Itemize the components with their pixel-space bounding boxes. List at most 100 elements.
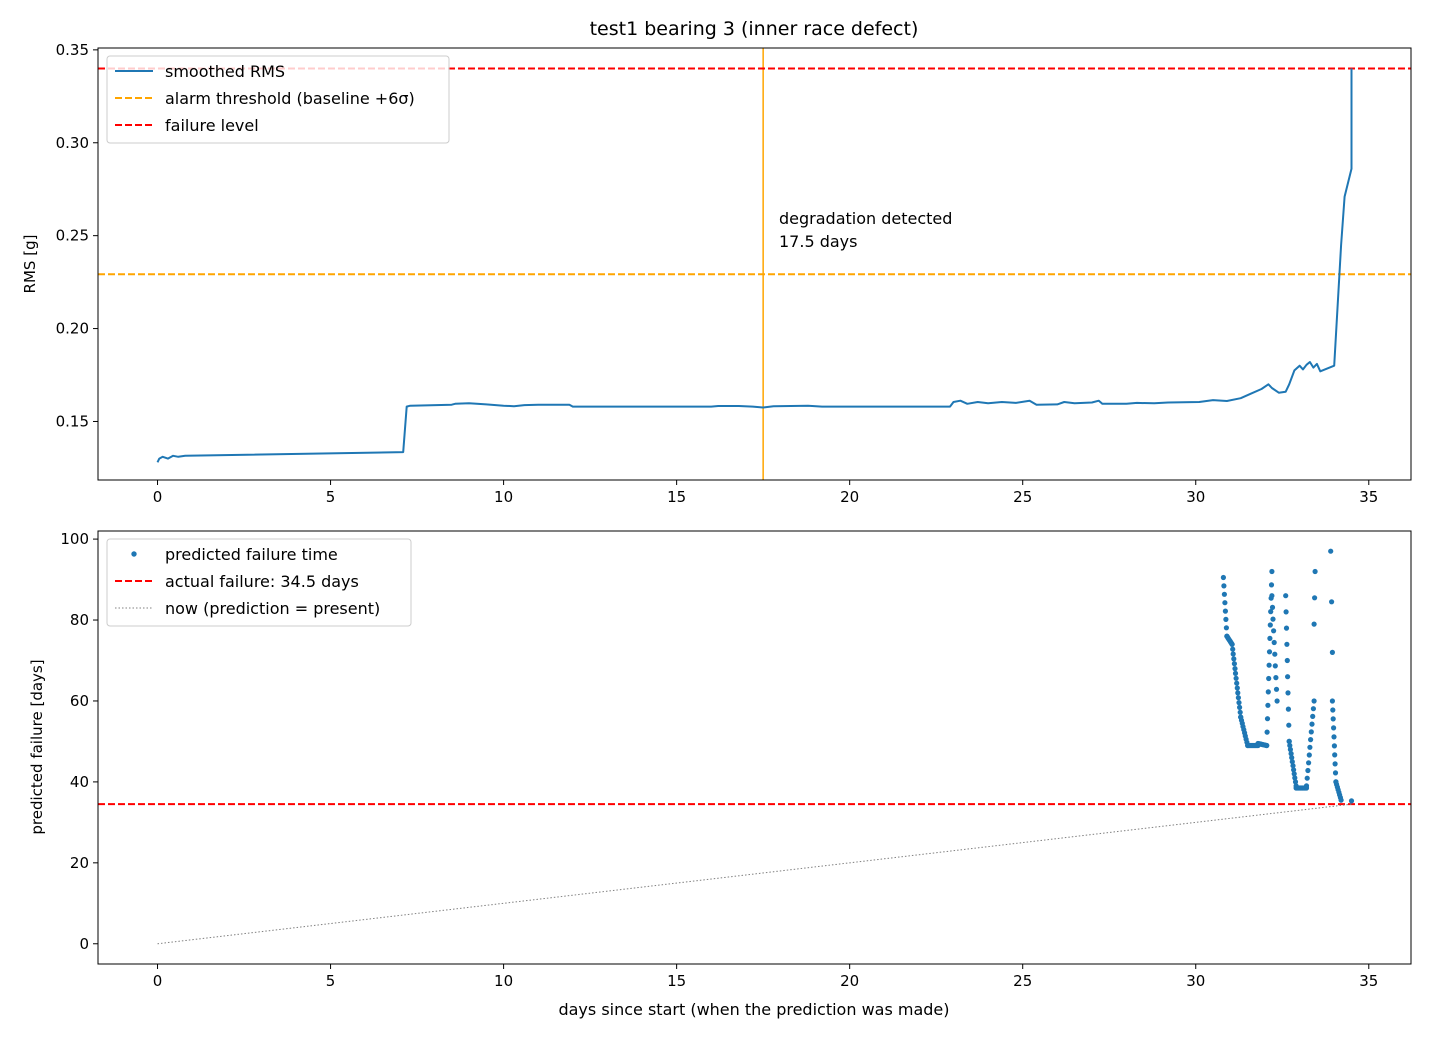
predicted-failure-point bbox=[1289, 755, 1295, 761]
predicted-failure-point bbox=[1312, 595, 1318, 601]
legend-swatch-predicted-failure bbox=[131, 551, 137, 557]
predicted-failure-point bbox=[1233, 675, 1239, 681]
predicted-failure-point bbox=[1332, 770, 1339, 776]
predicted-failure-point bbox=[1221, 591, 1227, 597]
predicted-failure-point bbox=[1328, 548, 1334, 554]
predicted-failure-point bbox=[1237, 704, 1243, 711]
predicted-failure-point bbox=[1221, 583, 1227, 589]
predicted-failure-point bbox=[1331, 734, 1337, 740]
predicted-failure-point bbox=[1284, 641, 1290, 647]
predicted-failure-point bbox=[1264, 742, 1270, 749]
predicted-failure-point bbox=[1268, 609, 1274, 615]
predicted-failure-point bbox=[1283, 609, 1289, 615]
predicted-failure-point bbox=[1287, 746, 1293, 753]
predicted-failure-point bbox=[1223, 625, 1229, 631]
rms-ytick-label: 0.20 bbox=[56, 320, 89, 338]
rms-ytick-label: 0.30 bbox=[56, 134, 89, 152]
prediction-xtick-label: 25 bbox=[1013, 972, 1032, 990]
predicted-failure-point bbox=[1235, 695, 1241, 701]
rms-xtick-label: 30 bbox=[1186, 488, 1205, 506]
prediction-ylabel: predicted failure [days] bbox=[28, 659, 46, 834]
predicted-failure-point bbox=[1231, 661, 1237, 667]
predicted-failure-point bbox=[1222, 608, 1228, 614]
predicted-failure-point bbox=[1220, 574, 1226, 581]
legend-label-alarm-threshold: alarm threshold (baseline +6σ) bbox=[165, 89, 415, 108]
predicted-failure-point bbox=[1292, 779, 1299, 785]
series-line-smoothed-rms bbox=[156, 68, 1353, 463]
predicted-failure-point bbox=[1232, 666, 1238, 672]
now-line bbox=[157, 803, 1352, 945]
predicted-failure-point bbox=[1329, 599, 1335, 605]
predicted-failure-point bbox=[1235, 690, 1241, 696]
predicted-failure-point bbox=[1264, 729, 1270, 735]
predicted-failure-point bbox=[1288, 751, 1294, 757]
rms-xtick-label: 20 bbox=[840, 488, 859, 506]
prediction-xtick-label: 5 bbox=[326, 972, 336, 990]
predicted-failure-point bbox=[1269, 593, 1275, 599]
prediction-xtick-label: 30 bbox=[1186, 972, 1205, 990]
rms-ytick-label: 0.25 bbox=[56, 227, 89, 245]
predicted-failure-point bbox=[1266, 662, 1272, 668]
predicted-failure-point bbox=[1285, 690, 1291, 696]
predicted-failure-point bbox=[1265, 702, 1271, 708]
predicted-failure-point bbox=[1269, 568, 1275, 575]
rms-plot-area bbox=[98, 48, 1411, 480]
predicted-failure-point bbox=[1287, 742, 1293, 749]
predicted-failure-point bbox=[1284, 657, 1290, 664]
predicted-failure-point bbox=[1269, 604, 1276, 611]
prediction-ytick-label: 40 bbox=[70, 773, 89, 791]
predicted-failure-point bbox=[1234, 680, 1240, 686]
rms-xtick-label: 10 bbox=[494, 488, 513, 506]
predicted-failure-point bbox=[1265, 689, 1271, 695]
predicted-failure-point bbox=[1338, 797, 1344, 803]
prediction-xtick-label: 35 bbox=[1359, 972, 1378, 990]
rms-annotation: degradation detected 17.5 days bbox=[779, 209, 952, 251]
predicted-failure-point bbox=[1291, 771, 1297, 777]
legend-label-failure-level: failure level bbox=[165, 116, 259, 135]
predicted-failure-point bbox=[1289, 759, 1295, 765]
rms-xtick-label: 0 bbox=[153, 488, 163, 506]
prediction-ytick-label: 80 bbox=[70, 611, 89, 629]
predicted-failure-point bbox=[1292, 775, 1298, 781]
rms-grid-and-marks: 0 5 10 15 20 25 30 35 0.15 0.20 0.25 0.30 0.35 bbox=[56, 41, 1411, 506]
predicted-failure-point bbox=[1270, 616, 1276, 622]
rms-legend-box bbox=[106, 55, 450, 144]
predicted-failure-point bbox=[1305, 767, 1311, 774]
predicted-failure-point bbox=[1232, 670, 1239, 677]
predicted-failure-point bbox=[1286, 722, 1292, 728]
predicted-failure-point bbox=[1310, 713, 1316, 720]
legend-label-predicted-failure: predicted failure time bbox=[165, 545, 338, 564]
predicted-failure-point bbox=[1237, 709, 1243, 715]
legend-label-now: now (prediction = present) bbox=[165, 599, 380, 618]
predicted-failure-point bbox=[1230, 651, 1236, 657]
rms-axes-frame bbox=[97, 47, 1412, 481]
predicted-failure-point bbox=[1330, 707, 1336, 713]
predicted-failure-point bbox=[1330, 716, 1336, 722]
predicted-failure-point bbox=[1307, 744, 1313, 750]
prediction-xlabel: days since start (when the prediction wa… bbox=[558, 1000, 949, 1019]
predicted-failure-point bbox=[1285, 674, 1291, 680]
predicted-failure-point bbox=[1272, 651, 1278, 657]
prediction-xtick-label: 0 bbox=[153, 972, 163, 990]
rms-xtick-label: 35 bbox=[1359, 488, 1378, 506]
predicted-failure-point bbox=[1271, 639, 1277, 646]
prediction-xtick-label: 15 bbox=[667, 972, 686, 990]
predicted-failure-point bbox=[1304, 775, 1310, 781]
predicted-failure-point bbox=[1268, 582, 1275, 588]
predicted-failure-point bbox=[1267, 635, 1273, 642]
predicted-failure-point bbox=[1266, 649, 1273, 655]
rms-xtick-label: 5 bbox=[326, 488, 336, 506]
annotation-line-2: 17.5 days bbox=[779, 232, 857, 251]
predicted-failure-point bbox=[1303, 783, 1310, 789]
predicted-failure-point bbox=[1223, 616, 1229, 623]
predicted-failure-point bbox=[1285, 706, 1291, 712]
rms-ylabel: RMS [g] bbox=[21, 235, 39, 294]
prediction-xtick-label: 10 bbox=[494, 972, 513, 990]
rms-xtick-label: 25 bbox=[1013, 488, 1032, 506]
prediction-legend: predicted failure time actual failure: 3… bbox=[106, 538, 412, 627]
predicted-failure-point bbox=[1329, 698, 1335, 704]
prediction-ytick-label: 20 bbox=[70, 854, 89, 872]
predicted-failure-point bbox=[1306, 752, 1312, 758]
predicted-failure-point bbox=[1332, 761, 1338, 767]
